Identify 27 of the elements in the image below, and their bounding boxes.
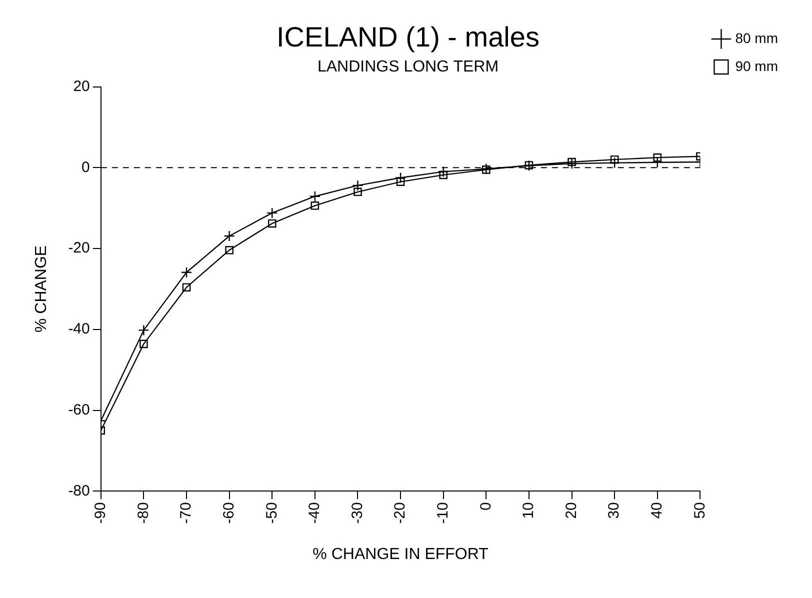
x-tick-label: -50 [263,502,280,524]
y-tick-label: 20 [73,78,90,95]
x-axis-title: % CHANGE IN EFFORT [312,546,489,563]
x-tick-label: -40 [306,502,324,524]
x-tick-label: -80 [134,502,152,524]
chart-title: ICELAND (1) - males [276,22,540,53]
x-tick-label: -90 [92,502,110,524]
x-tick-label: 10 [520,502,538,519]
x-tick-label: -60 [220,502,238,524]
x-tick-label: 30 [606,502,623,519]
x-tick-label: -70 [178,502,195,524]
x-tick-label: 50 [691,502,708,519]
x-tick-label: 20 [562,502,580,519]
y-tick-label: -20 [68,240,90,257]
legend-label: 90 mm [735,58,778,74]
y-tick-label: -40 [68,320,90,338]
y-axis-title: % CHANGE [33,245,50,333]
x-tick-label: -20 [392,502,409,524]
x-tick-label: -30 [348,502,366,524]
x-tick-label: -10 [434,502,452,524]
x-tick-label: 40 [648,502,666,519]
y-tick-label: -60 [68,401,90,418]
y-tick-label: -80 [68,482,90,500]
x-tick-label: 0 [477,502,494,510]
y-tick-label: 0 [82,158,90,176]
chart-subtitle: LANDINGS LONG TERM [317,58,499,76]
legend-label: 80 mm [735,30,778,46]
